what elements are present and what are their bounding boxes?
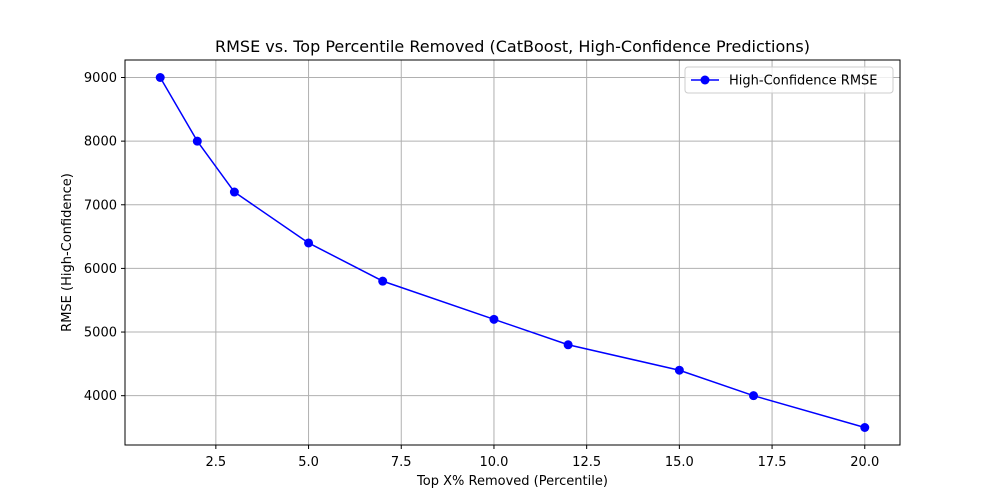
legend-box [684,66,894,94]
y-axis: 4000 5000 6000 7000 8000 9000 [84,71,125,404]
x-tick-label: 12.5 [572,455,601,470]
x-tick-label: 15.0 [665,455,694,470]
y-tick-label: 4000 [84,389,117,404]
x-axis-label: Top X% Removed (Percentile) [416,474,608,489]
y-tick-label: 5000 [84,326,117,341]
chart-title: RMSE vs. Top Percentile Removed (CatBoos… [215,37,810,56]
series-line [159,77,865,429]
data-point [563,340,573,350]
y-tick-label: 7000 [84,198,117,213]
series-layer [155,73,870,432]
data-point [378,276,388,286]
x-tick-label: 17.5 [758,455,787,470]
legend: High-Confidence RMSE [684,66,894,94]
data-point [304,238,314,248]
y-axis-label: RMSE (High-Confidence) [60,173,75,332]
x-tick-label: 20.0 [850,455,879,470]
x-tick-label: 7.5 [391,455,412,470]
x-tick-label: 2.5 [206,455,227,470]
y-tick-label: 9000 [84,71,117,86]
y-tick-label: 8000 [84,135,117,150]
data-point [860,423,870,432]
x-tick-label: 10.0 [479,455,508,470]
legend-marker-sample [700,75,710,85]
data-point [229,187,239,197]
data-point [155,73,165,82]
x-axis: 2.5 5.0 7.5 10.0 12.5 15.0 17.5 20.0 [206,445,879,470]
data-point [674,365,684,375]
data-point [489,314,499,324]
y-tick-label: 6000 [84,262,117,277]
plot-area-frame [124,59,901,446]
x-tick-label: 5.0 [298,455,319,470]
grid [125,60,900,445]
data-point [192,136,202,146]
legend-label: High-Confidence RMSE [729,74,878,89]
data-point [749,391,759,401]
